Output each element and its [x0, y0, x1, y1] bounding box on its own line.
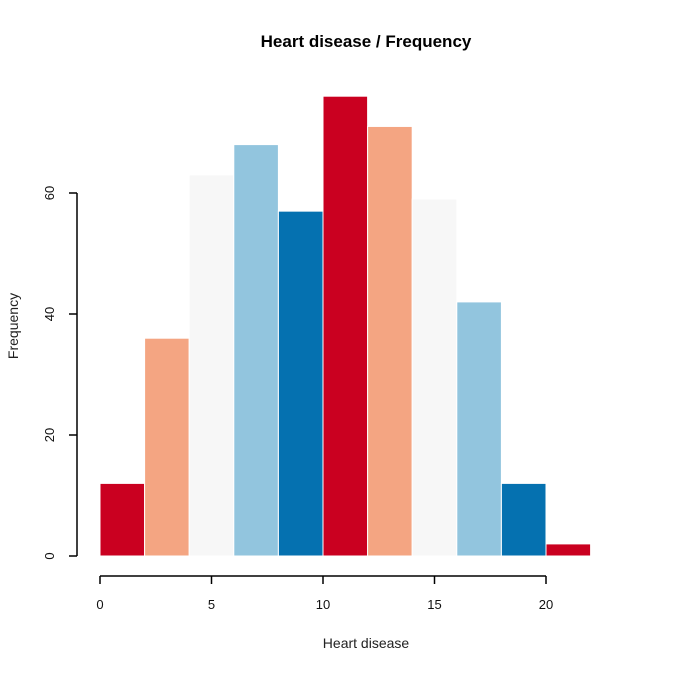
histogram-bar — [233, 144, 279, 557]
x-tick-label: 15 — [427, 597, 441, 612]
x-axis: 0 5 10 15 20 — [96, 575, 553, 612]
histogram-bar — [322, 95, 369, 557]
x-tick-label: 5 — [208, 597, 215, 612]
y-axis: 0 20 40 60 — [42, 186, 78, 560]
histogram-bar — [367, 125, 413, 557]
y-tick-label: 40 — [42, 307, 57, 321]
x-tick-label: 0 — [96, 597, 103, 612]
y-tick-label: 20 — [42, 428, 57, 442]
histogram-bar — [144, 337, 190, 557]
histogram-bar — [456, 301, 502, 557]
y-tick-label: 60 — [42, 186, 57, 200]
histogram-bar — [188, 174, 235, 557]
x-axis-label: Heart disease — [323, 635, 410, 651]
histogram-bar — [545, 543, 592, 557]
x-tick-label: 20 — [539, 597, 553, 612]
histogram-bar — [500, 482, 547, 557]
x-tick-label: 10 — [316, 597, 330, 612]
y-axis-label: Frequency — [5, 293, 21, 359]
bars-group — [99, 95, 592, 557]
histogram-bar — [99, 482, 146, 557]
histogram-bar — [277, 210, 324, 557]
chart-title: Heart disease / Frequency — [261, 32, 472, 51]
y-tick-label: 0 — [42, 552, 57, 559]
histogram-bar — [411, 198, 458, 557]
